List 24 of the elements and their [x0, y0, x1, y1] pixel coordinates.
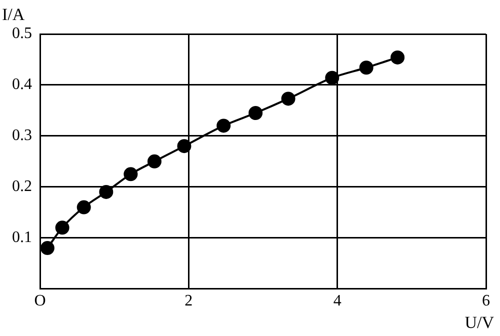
x-tick-label: O	[34, 292, 46, 310]
point	[325, 70, 340, 85]
x-tick-label: 2	[184, 292, 193, 310]
point	[390, 50, 405, 64]
y-tick-label: 0.1	[12, 229, 32, 246]
x-axis-title: U/V	[464, 312, 495, 332]
y-axis-title: I/A	[2, 4, 26, 24]
point	[216, 118, 231, 133]
x-tick-label: 4	[333, 292, 342, 310]
point	[124, 167, 138, 182]
point	[40, 241, 54, 256]
point	[177, 139, 192, 154]
x-tick-label: 6	[482, 292, 490, 310]
point	[281, 92, 296, 106]
point	[55, 220, 70, 235]
y-tick-label: 0.4	[12, 76, 32, 94]
point	[359, 60, 374, 75]
point	[147, 154, 162, 168]
point	[76, 200, 91, 214]
y-tick-label: 0.5	[12, 25, 32, 42]
y-tick-label: 0.2	[12, 178, 32, 196]
point	[99, 184, 114, 199]
y-tick-label: 0.3	[12, 127, 32, 144]
point	[248, 106, 263, 120]
